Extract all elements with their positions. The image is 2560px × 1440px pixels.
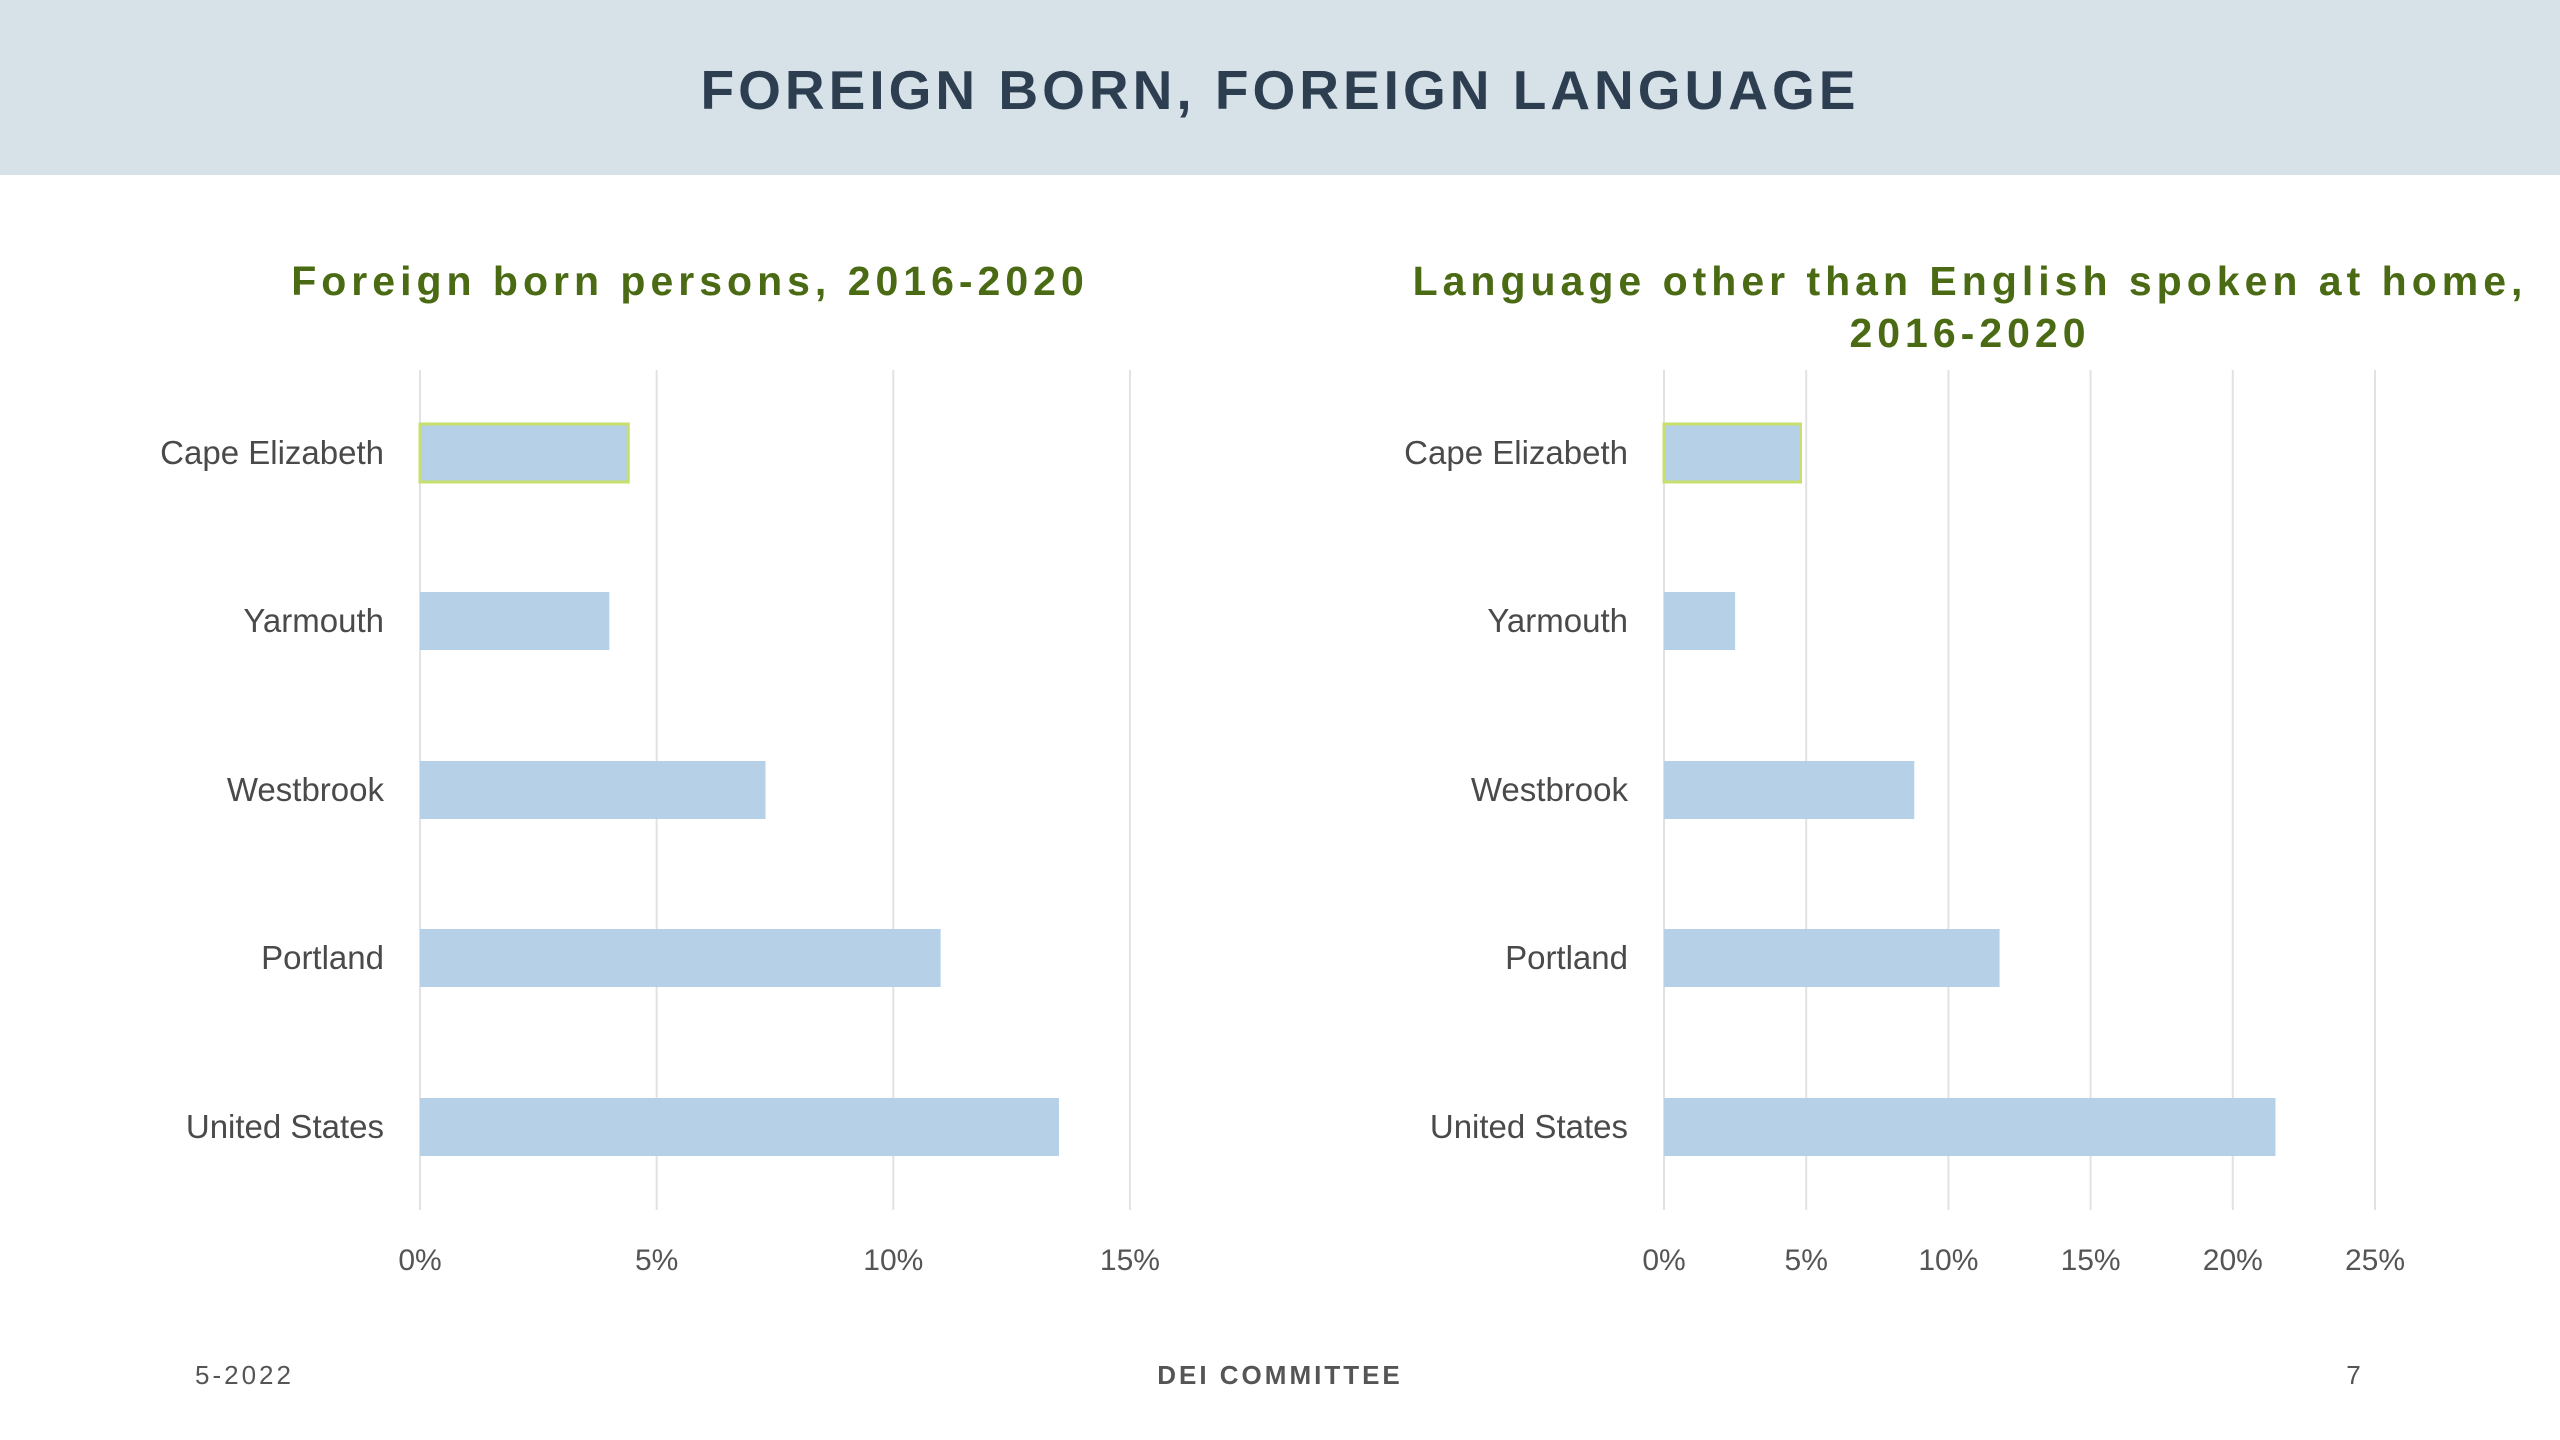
x-tick-label: 0% <box>398 1244 441 1277</box>
category-label: Westbrook <box>227 771 385 808</box>
x-tick-label: 15% <box>1100 1244 1160 1277</box>
bar-westbrook <box>420 761 766 819</box>
category-label: Westbrook <box>1471 771 1629 808</box>
category-label: Cape Elizabeth <box>1404 434 1628 471</box>
x-tick-label: 0% <box>1642 1244 1685 1277</box>
category-label: Yarmouth <box>1487 602 1628 639</box>
bar-cape-elizabeth <box>1662 422 1803 484</box>
slide-title: FOREIGN BORN, FOREIGN LANGUAGE <box>700 59 1860 121</box>
category-label: United States <box>186 1108 384 1145</box>
header-band <box>0 0 2560 175</box>
category-label: United States <box>1430 1108 1628 1145</box>
footer-date: 5-2022 <box>195 1360 294 1390</box>
category-label: Yarmouth <box>243 602 384 639</box>
x-tick-label: 20% <box>2203 1244 2263 1277</box>
page-number: 7 <box>2346 1360 2364 1390</box>
chart-title-foreign-born: Foreign born persons, 2016-2020 <box>291 258 1089 304</box>
category-label: Portland <box>261 939 384 976</box>
x-tick-label: 25% <box>2345 1244 2405 1277</box>
bar-united-states <box>420 1098 1059 1156</box>
category-label: Portland <box>1505 939 1628 976</box>
bar-portland <box>420 929 941 987</box>
footer-committee: DEI COMMITTEE <box>1157 1360 1403 1390</box>
bar-cape-elizabeth <box>418 422 630 484</box>
x-tick-label: 15% <box>2061 1244 2121 1277</box>
chart-language-at-home: 0% 5% 10% 15% 20% 25% Cape Elizabeth Yarmouth We… <box>1404 370 2405 1277</box>
chart-foreign-born: 0% 5% 10% 15% Cape Elizabeth Yarmouth Westbroo… <box>160 370 1160 1277</box>
x-tick-label: 5% <box>1785 1244 1828 1277</box>
bar-yarmouth <box>420 592 610 650</box>
bar-united-states <box>1664 1098 2276 1156</box>
x-tick-label: 10% <box>1918 1244 1978 1277</box>
bar-yarmouth <box>1664 592 1736 650</box>
x-tick-label: 10% <box>863 1244 923 1277</box>
bar-westbrook <box>1664 761 1915 819</box>
x-tick-label: 5% <box>635 1244 678 1277</box>
bar-portland <box>1664 929 2000 987</box>
category-label: Cape Elizabeth <box>160 434 384 471</box>
chart-title-language-at-home: Language other than English spoken at ho… <box>1412 258 2528 356</box>
